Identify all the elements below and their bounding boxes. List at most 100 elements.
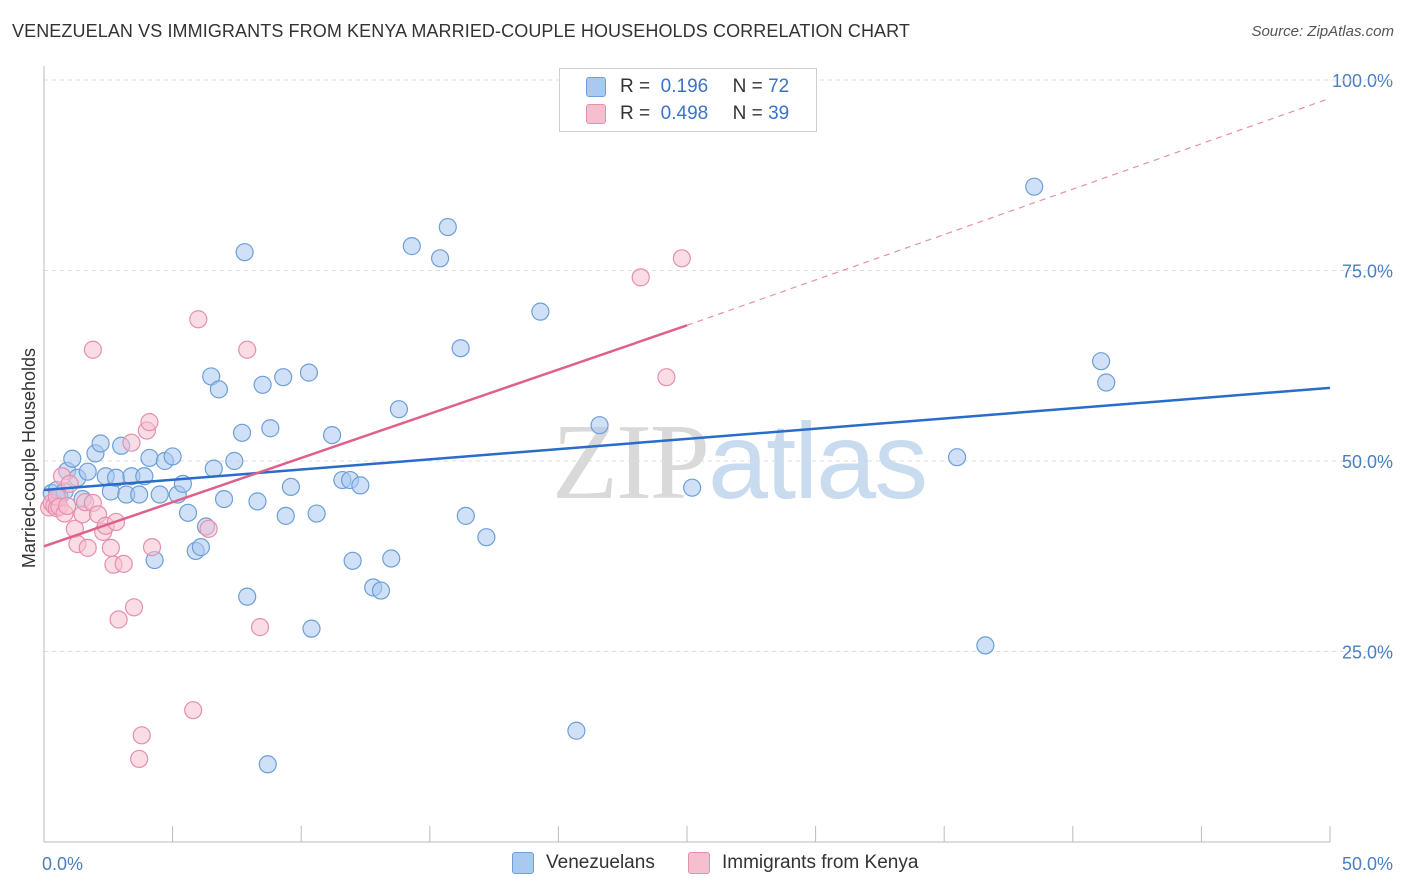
venezuelan-point: [276, 506, 295, 525]
venezuelan-point: [322, 425, 342, 445]
kenya-point: [124, 598, 144, 617]
series-swatch-pink: [688, 852, 710, 874]
kenya-point: [238, 340, 257, 359]
legend-n-value-2: 39: [768, 103, 790, 124]
kenya-point: [184, 701, 203, 720]
venezuelan-point: [302, 619, 321, 638]
legend-n-label-2: N =: [732, 103, 763, 124]
venezuelan-point: [371, 581, 391, 600]
venezuelan-point: [235, 243, 254, 262]
venezuelan-point: [140, 448, 159, 468]
kenya-point: [60, 474, 79, 493]
legend-row-kenya: R = 0.498 N = 39: [586, 102, 789, 126]
kenya-trendline: [43, 324, 688, 548]
venezuelan-point: [232, 423, 252, 442]
venezuelan-point: [976, 636, 995, 655]
venezuelan-point: [299, 363, 319, 382]
correlation-legend: R = 0.196 N = 72 R = 0.498 N = 39: [559, 68, 817, 132]
legend-n-value-1: 72: [768, 76, 790, 97]
watermark-zip: ZIP: [552, 403, 710, 522]
venezuelan-point: [451, 339, 470, 358]
watermark: ZIPatlas: [552, 398, 928, 525]
kenya-point: [83, 340, 102, 359]
legend-n-label-1: N =: [732, 76, 763, 97]
kenya-trendline-extension: [686, 97, 1331, 326]
kenya-point: [142, 538, 162, 557]
legend-r-label-2: R =: [620, 103, 651, 124]
kenya-point: [78, 538, 97, 557]
venezuelan-point: [343, 551, 362, 570]
kenya-point: [199, 519, 218, 538]
series-legend-kenya: Immigrants from Kenya: [688, 852, 918, 874]
legend-r-value-1: 0.196: [660, 76, 709, 97]
y-tick-label: 100.0%: [1332, 71, 1393, 91]
venezuelan-point: [78, 462, 97, 481]
chart-title: VENEZUELAN VS IMMIGRANTS FROM KENYA MARR…: [12, 21, 911, 41]
series-label-kenya: Immigrants from Kenya: [722, 852, 919, 873]
kenya-point: [189, 310, 208, 329]
venezuelan-point: [91, 434, 110, 453]
legend-swatch-pink: [586, 104, 606, 124]
legend-row-venezuelans: R = 0.196 N = 72: [586, 75, 789, 99]
venezuelan-point: [209, 380, 228, 399]
kenya-point: [657, 368, 676, 387]
x-tick-label: 50.0%: [1342, 854, 1393, 874]
venezuelan-point: [947, 448, 967, 467]
venezuelan-point: [477, 528, 496, 547]
venezuelan-point: [683, 478, 702, 497]
venezuelan-point: [258, 755, 277, 774]
venezuelan-point: [590, 416, 609, 435]
venezuelan-point: [281, 477, 301, 497]
y-axis-label: Married-couple Households: [19, 348, 39, 568]
venezuelan-point: [163, 447, 182, 466]
venezuelan-point: [225, 451, 244, 471]
venezuelan-point: [1091, 352, 1111, 371]
kenya-point: [114, 554, 133, 573]
legend-r-label-1: R =: [620, 76, 651, 97]
y-tick-label: 75.0%: [1342, 262, 1393, 282]
kenya-point: [631, 268, 650, 287]
source-label: Source: ZipAtlas.com: [1251, 23, 1394, 40]
venezuelan-point: [178, 503, 198, 522]
series-swatch-blue: [512, 852, 534, 874]
venezuelan-point: [191, 538, 210, 557]
kenya-point: [672, 249, 691, 268]
kenya-point: [122, 433, 141, 452]
legend-r-value-2: 0.498: [660, 103, 709, 124]
venezuelan-point: [456, 506, 475, 525]
series-label-venezuelans: Venezuelans: [546, 852, 655, 873]
venezuelan-point: [150, 485, 169, 504]
venezuelan-point: [531, 302, 550, 321]
venezuelan-point: [351, 476, 370, 495]
venezuelan-point: [63, 449, 82, 468]
venezuelan-point: [238, 587, 257, 606]
kenya-point: [58, 496, 77, 516]
y-tick-label: 25.0%: [1342, 643, 1393, 663]
kenya-point: [250, 618, 270, 637]
venezuelan-point: [204, 459, 223, 478]
kenya-point: [130, 749, 149, 769]
venezuelan-point: [438, 217, 457, 237]
venezuelan-point: [253, 375, 272, 394]
watermark-atlas: atlas: [708, 400, 928, 521]
series-legend-venezuelans: Venezuelans: [512, 852, 655, 874]
venezuelan-point: [382, 549, 401, 568]
venezuelan-point: [402, 237, 421, 256]
kenya-point: [109, 610, 128, 629]
kenya-point: [140, 413, 159, 432]
venezuelan-point: [1097, 373, 1116, 392]
venezuelan-point: [389, 400, 409, 419]
venezuelan-point: [130, 485, 149, 504]
venezuelan-point: [307, 504, 326, 523]
kenya-point: [101, 538, 120, 557]
venezuelan-point: [261, 419, 280, 438]
venezuelan-point: [248, 492, 267, 511]
venezuelan-point: [274, 368, 293, 387]
x-tick-label: 0.0%: [42, 854, 83, 874]
kenya-point: [132, 726, 151, 745]
venezuelan-point: [567, 721, 586, 740]
venezuelan-point: [214, 490, 234, 509]
venezuelan-point: [430, 249, 450, 268]
venezuelan-point: [1025, 177, 1044, 196]
